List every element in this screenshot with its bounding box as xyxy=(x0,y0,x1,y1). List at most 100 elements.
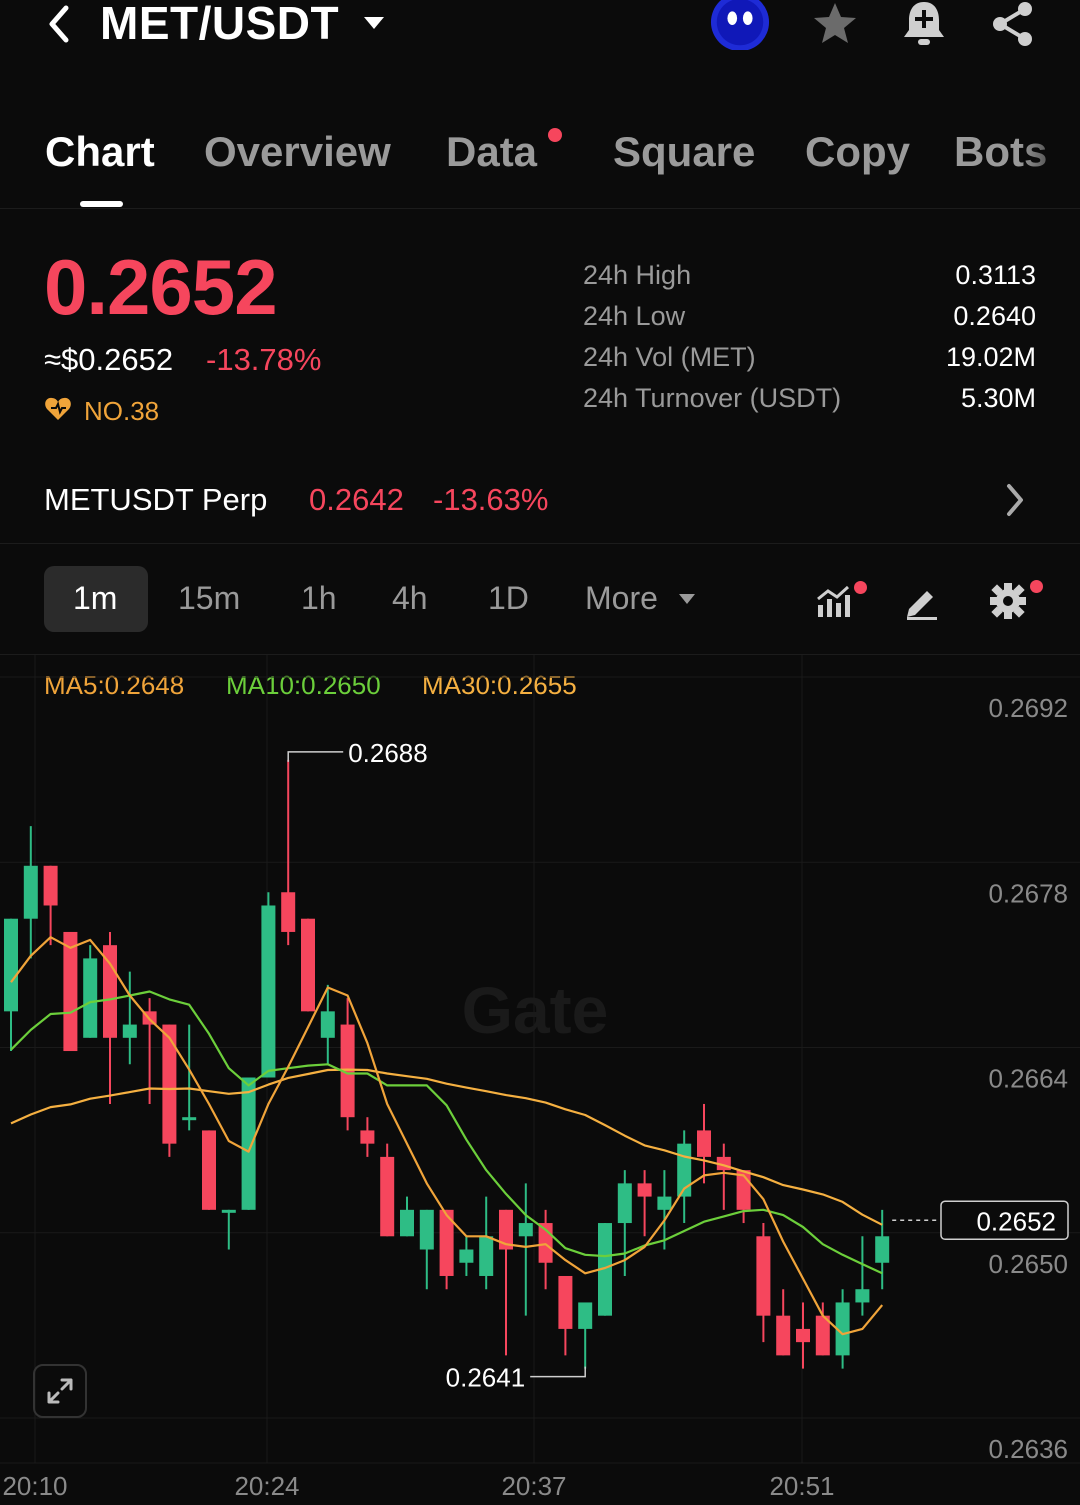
tab-chart[interactable]: Chart xyxy=(45,128,155,175)
perp-price: 0.2642 xyxy=(309,482,404,517)
candle-body xyxy=(122,1024,137,1038)
draw-pen-icon[interactable] xyxy=(891,576,951,626)
low-marker-label: 0.2641 xyxy=(446,1363,526,1393)
candle-body xyxy=(360,1130,375,1144)
expand-icon xyxy=(47,1378,73,1404)
avatar-icon[interactable] xyxy=(710,0,770,50)
ma30-legend: MA30:0.2655 xyxy=(422,670,577,700)
candle-body xyxy=(617,1183,632,1224)
stat-value-vol: 19.02M xyxy=(945,342,1036,372)
candle-body xyxy=(221,1209,236,1213)
candle-body xyxy=(241,1077,256,1210)
candle-body xyxy=(835,1302,850,1356)
share-icon[interactable] xyxy=(983,0,1043,48)
interval-1d[interactable]: 1D xyxy=(488,580,529,616)
low-marker-line xyxy=(530,1366,586,1378)
candle-body xyxy=(815,1315,830,1356)
price-axis-label: 0.2678 xyxy=(988,878,1068,908)
price-axis-label: 0.2650 xyxy=(988,1249,1068,1279)
candle-body xyxy=(578,1302,593,1329)
stat-label-low: 24h Low xyxy=(583,301,686,331)
ma5-legend: MA5:0.2648 xyxy=(44,670,185,700)
candle-body xyxy=(23,865,38,919)
bell-plus-icon[interactable] xyxy=(894,0,954,48)
candle-body xyxy=(439,1209,454,1276)
candle-body xyxy=(380,1156,395,1237)
stat-value-high: 0.3113 xyxy=(955,260,1036,290)
candle-body xyxy=(796,1328,810,1343)
candle-body xyxy=(202,1130,216,1210)
candle-body xyxy=(301,918,315,1012)
tab-overview[interactable]: Overview xyxy=(204,128,391,175)
heart-badge-icon xyxy=(44,396,72,427)
stat-value-turnover: 5.30M xyxy=(960,383,1036,413)
candle-body xyxy=(83,958,98,1038)
candle-body xyxy=(400,1209,414,1237)
notification-dot xyxy=(1030,580,1043,593)
tab-active-indicator xyxy=(80,201,123,207)
divider xyxy=(0,654,1080,655)
candle-body xyxy=(261,905,276,1078)
candle-body xyxy=(320,1011,335,1038)
candle-body xyxy=(776,1315,791,1356)
current-price-label: 0.2652 xyxy=(976,1206,1056,1236)
star-icon[interactable] xyxy=(805,0,865,48)
candle-body xyxy=(875,1236,890,1263)
tab-data[interactable]: Data xyxy=(446,128,538,175)
candle-body xyxy=(499,1209,513,1250)
candle-body xyxy=(340,1024,355,1118)
settings-gear-icon[interactable] xyxy=(978,576,1038,626)
last-price: 0.2652 xyxy=(44,243,278,331)
interval-1h[interactable]: 1h xyxy=(301,580,337,616)
candle-body xyxy=(697,1130,711,1157)
interval-more[interactable]: More xyxy=(585,580,658,616)
ma10-line xyxy=(10,990,883,1275)
ma5-line xyxy=(10,936,884,1336)
stat-label-vol: 24h Vol (MET) xyxy=(583,342,756,372)
tab-copy[interactable]: Copy xyxy=(805,128,910,175)
candle-body xyxy=(459,1249,474,1263)
candle-body xyxy=(518,1223,533,1237)
top-bar: MET/USDT xyxy=(0,0,1080,60)
interval-active-bg xyxy=(44,566,148,632)
candle-body xyxy=(4,918,18,1012)
interval-1m[interactable]: 1m xyxy=(73,580,118,616)
price-axis-label: 0.2636 xyxy=(988,1434,1068,1464)
candlestick-chart[interactable]: Gate 0.2688 0.2641 0.2652 0.2692 0.2678 0.26… xyxy=(0,655,1080,1505)
usd-price: ≈$0.2652 xyxy=(44,342,174,377)
back-icon[interactable] xyxy=(42,2,82,46)
notification-dot xyxy=(548,128,562,142)
divider xyxy=(0,208,1080,209)
candle-body xyxy=(63,931,78,1052)
candle-body xyxy=(162,1024,177,1144)
pair-title[interactable]: MET/USDT xyxy=(100,0,340,49)
candle-body xyxy=(637,1183,652,1197)
interval-4h[interactable]: 4h xyxy=(392,580,428,616)
rank-label[interactable]: NO.38 xyxy=(84,396,160,426)
perp-name[interactable]: METUSDT Perp xyxy=(44,482,268,517)
candle-body xyxy=(281,892,296,932)
ma10-legend: MA10:0.2650 xyxy=(226,670,381,700)
time-axis-label: 20:37 xyxy=(501,1471,566,1501)
candle-body xyxy=(182,1117,197,1121)
interval-15m[interactable]: 15m xyxy=(178,580,241,616)
stat-label-turnover: 24h Turnover (USDT) xyxy=(583,383,842,413)
stat-value-low: 0.2640 xyxy=(953,301,1036,331)
time-axis-label: 20:10 xyxy=(2,1471,67,1501)
indicators-icon[interactable] xyxy=(804,576,864,626)
divider xyxy=(0,543,1080,544)
caret-down-icon[interactable] xyxy=(678,592,696,611)
candle-body xyxy=(558,1275,573,1329)
candle-body xyxy=(43,865,58,906)
caret-down-icon[interactable] xyxy=(362,14,386,37)
tab-square[interactable]: Square xyxy=(613,128,756,175)
notification-dot xyxy=(854,581,867,594)
chevron-right-icon[interactable] xyxy=(1000,480,1030,525)
expand-chart-button[interactable] xyxy=(33,1364,87,1418)
high-marker-label: 0.2688 xyxy=(348,738,428,768)
ma30-line xyxy=(10,1068,883,1226)
candle-body xyxy=(756,1236,771,1316)
perp-change: -13.63% xyxy=(433,482,549,517)
candle-body xyxy=(855,1289,870,1303)
watermark: Gate xyxy=(462,973,609,1047)
